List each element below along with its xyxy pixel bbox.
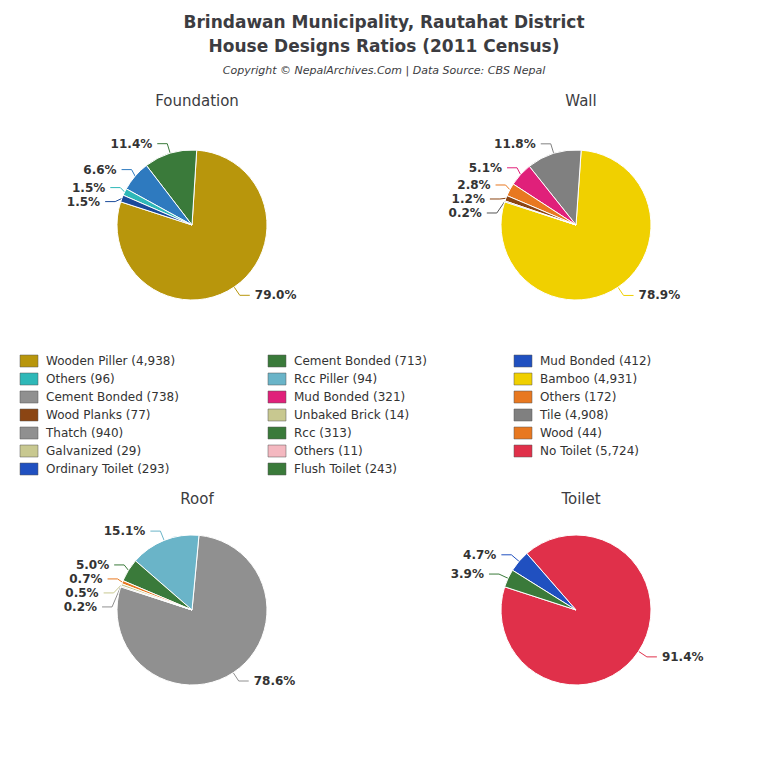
svg-text:1.2%: 1.2% bbox=[452, 192, 485, 206]
svg-text:11.8%: 11.8% bbox=[494, 137, 536, 151]
svg-text:1.5%: 1.5% bbox=[72, 181, 105, 195]
svg-text:Foundation: Foundation bbox=[155, 92, 239, 110]
svg-text:Mud Bonded (412): Mud Bonded (412) bbox=[540, 354, 651, 368]
svg-text:11.4%: 11.4% bbox=[111, 137, 153, 151]
svg-text:Mud Bonded (321): Mud Bonded (321) bbox=[294, 390, 405, 404]
svg-text:15.1%: 15.1% bbox=[104, 524, 146, 538]
svg-text:Rcc (313): Rcc (313) bbox=[294, 426, 352, 440]
svg-text:Unbaked Brick (14): Unbaked Brick (14) bbox=[294, 408, 409, 422]
svg-text:Tile (4,908): Tile (4,908) bbox=[539, 408, 609, 422]
svg-text:Galvanized (29): Galvanized (29) bbox=[46, 444, 141, 458]
svg-text:6.6%: 6.6% bbox=[83, 163, 116, 177]
svg-text:Bamboo (4,931): Bamboo (4,931) bbox=[540, 372, 637, 386]
svg-text:House Designs Ratios (2011 Cen: House Designs Ratios (2011 Census) bbox=[209, 36, 560, 56]
svg-text:2.8%: 2.8% bbox=[457, 178, 490, 192]
svg-text:0.7%: 0.7% bbox=[69, 572, 102, 586]
svg-text:Others (172): Others (172) bbox=[540, 390, 616, 404]
svg-text:0.5%: 0.5% bbox=[65, 586, 98, 600]
svg-text:Copyright © NepalArchives.Com: Copyright © NepalArchives.Com | Data Sou… bbox=[223, 64, 545, 77]
svg-text:Cement Bonded (713): Cement Bonded (713) bbox=[294, 354, 427, 368]
svg-text:Rcc Piller (94): Rcc Piller (94) bbox=[294, 372, 377, 386]
svg-text:No Toilet (5,724): No Toilet (5,724) bbox=[540, 444, 639, 458]
svg-text:Wall: Wall bbox=[565, 92, 596, 110]
svg-text:5.0%: 5.0% bbox=[76, 558, 109, 572]
svg-text:Others (11): Others (11) bbox=[294, 444, 363, 458]
svg-text:78.6%: 78.6% bbox=[254, 674, 296, 688]
svg-text:Wooden Piller (4,938): Wooden Piller (4,938) bbox=[46, 354, 175, 368]
svg-text:Roof: Roof bbox=[180, 490, 214, 508]
svg-text:3.9%: 3.9% bbox=[451, 567, 484, 581]
svg-text:Brindawan Municipality, Rautah: Brindawan Municipality, Rautahat Distric… bbox=[183, 12, 584, 32]
svg-text:Toilet: Toilet bbox=[560, 490, 600, 508]
svg-text:Others (96): Others (96) bbox=[46, 372, 115, 386]
svg-text:1.5%: 1.5% bbox=[67, 195, 100, 209]
svg-text:79.0%: 79.0% bbox=[255, 288, 297, 302]
svg-text:Wood Planks (77): Wood Planks (77) bbox=[46, 408, 150, 422]
svg-text:78.9%: 78.9% bbox=[639, 288, 681, 302]
svg-text:0.2%: 0.2% bbox=[449, 206, 482, 220]
svg-text:0.2%: 0.2% bbox=[64, 600, 97, 614]
svg-text:Flush Toilet (243): Flush Toilet (243) bbox=[294, 462, 397, 476]
svg-text:Wood (44): Wood (44) bbox=[540, 426, 602, 440]
svg-text:Thatch (940): Thatch (940) bbox=[45, 426, 123, 440]
svg-text:5.1%: 5.1% bbox=[469, 161, 502, 175]
svg-text:Cement Bonded (738): Cement Bonded (738) bbox=[46, 390, 179, 404]
svg-text:91.4%: 91.4% bbox=[662, 650, 704, 664]
svg-text:Ordinary Toilet (293): Ordinary Toilet (293) bbox=[46, 462, 169, 476]
svg-text:4.7%: 4.7% bbox=[463, 548, 496, 562]
